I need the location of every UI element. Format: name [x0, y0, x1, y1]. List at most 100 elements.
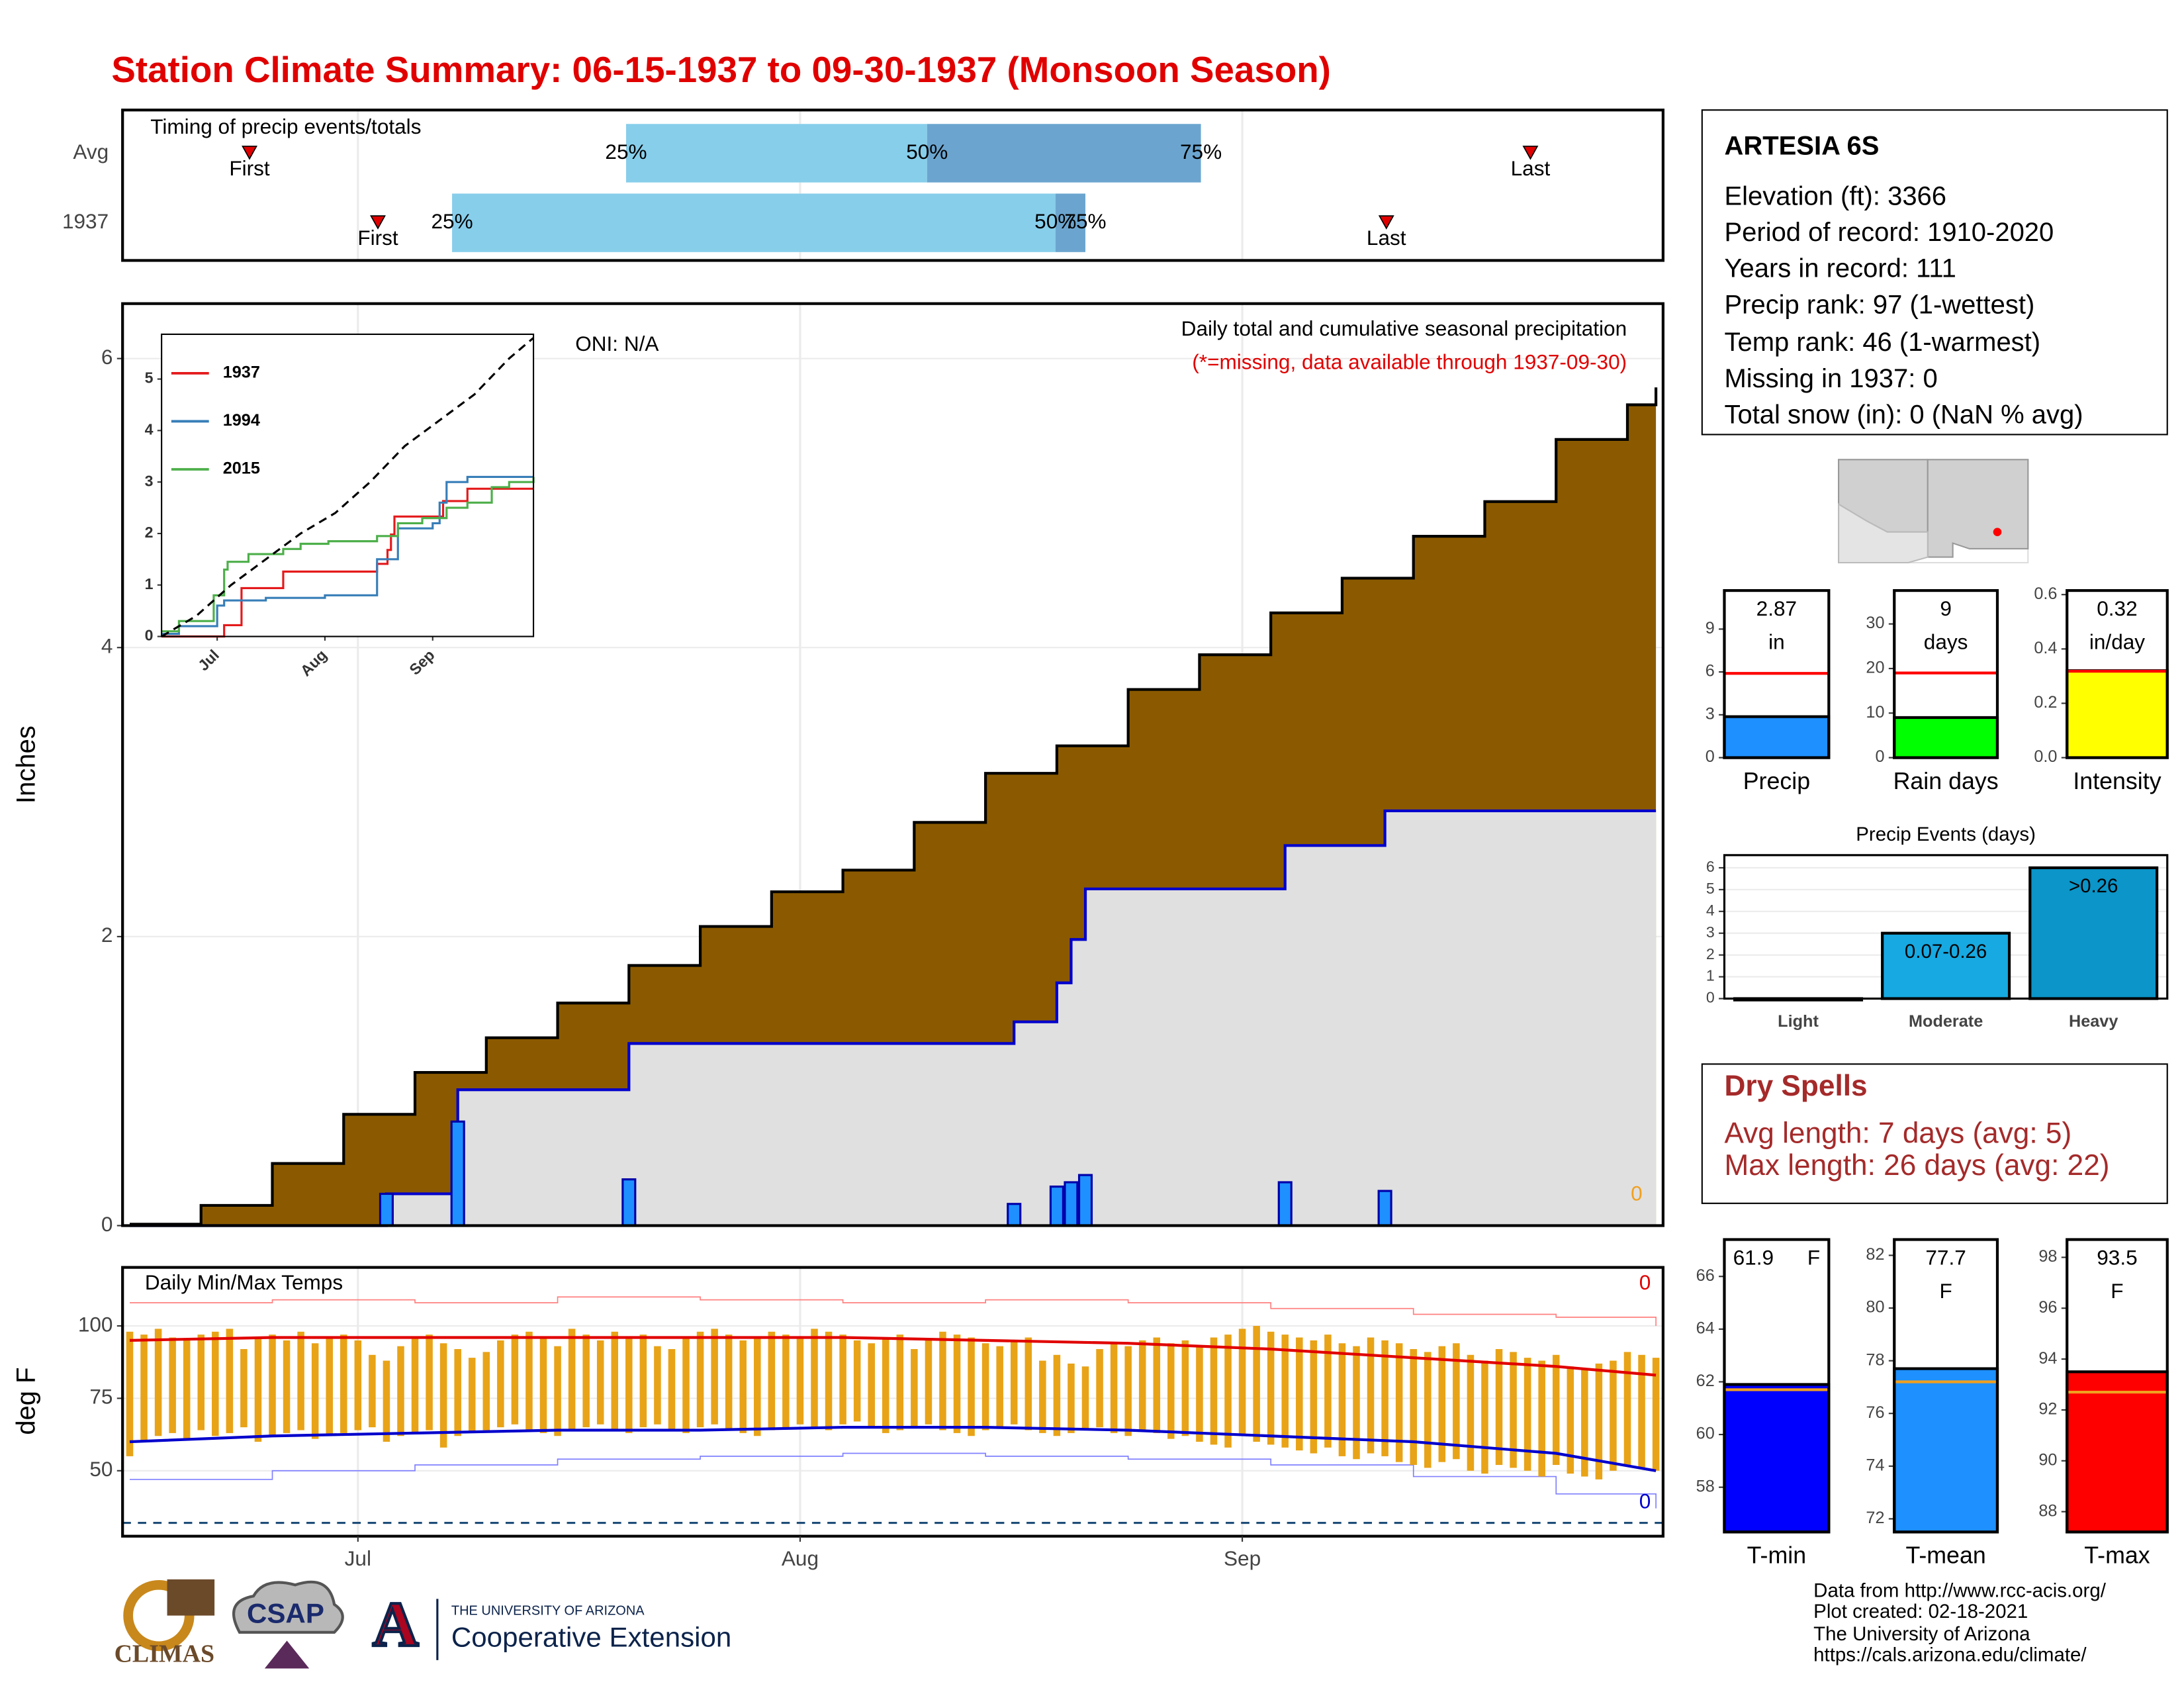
- temp-bar: [1610, 1360, 1617, 1471]
- temp-bar: [953, 1335, 961, 1433]
- y-tick-label: 74: [1866, 1456, 1884, 1475]
- station-dot: [1993, 528, 2002, 537]
- y-tick-label: 2: [145, 524, 154, 541]
- legend-label: 1937: [223, 363, 260, 382]
- temp-bar: [611, 1331, 619, 1430]
- temp-bar: [226, 1329, 234, 1433]
- y-tick-label: 20: [1866, 659, 1884, 677]
- category-label: Rain days: [1893, 768, 1999, 794]
- temp-bar: [1096, 1348, 1103, 1428]
- y-tick-label: 4: [145, 421, 154, 438]
- value-label: 93.5 F: [2097, 1246, 2138, 1304]
- temp-bar: [1068, 1363, 1075, 1433]
- temp-bar: [539, 1337, 547, 1433]
- daily-bar: [379, 1192, 394, 1227]
- map-state: [1927, 459, 2029, 558]
- temp-bar: [326, 1337, 333, 1436]
- station-line: Temp rank: 46 (1-warmest): [1724, 328, 2040, 357]
- temp-bar: [197, 1335, 205, 1430]
- max-count: 0: [1639, 1270, 1651, 1294]
- station-line: Precip rank: 97 (1-wettest): [1724, 290, 2034, 319]
- value-label-box: 9 days: [1924, 598, 1968, 655]
- season-area: [129, 810, 1657, 1226]
- y-tick-label: 4: [1706, 902, 1715, 919]
- temp-bar: [1181, 1340, 1189, 1436]
- credit-line: https://cals.arizona.edu/climate/: [1813, 1644, 2087, 1665]
- temp-bar: [126, 1331, 134, 1456]
- temp-bar: [1495, 1348, 1503, 1466]
- annotation: ONI: N/A: [575, 332, 659, 355]
- temp-bar: [1438, 1346, 1446, 1462]
- y-tick-label: 76: [1866, 1403, 1884, 1422]
- y-tick-label: 4: [101, 634, 113, 658]
- panel-title: Daily total and cumulative seasonal prec…: [1181, 316, 1627, 340]
- record-line: [129, 1452, 1657, 1509]
- y-tick-label: 0.0: [2034, 747, 2057, 766]
- csap-logo: CSAP: [232, 1580, 344, 1669]
- x-tick-label: Jul: [345, 1546, 371, 1570]
- category-label: T-max: [2084, 1542, 2150, 1569]
- y-tick-label: 90: [2038, 1450, 2057, 1469]
- quartile-bar: [452, 193, 1056, 252]
- temp-bar: [525, 1331, 533, 1430]
- temp-bar: [568, 1329, 576, 1430]
- y-tick-label: 64: [1696, 1319, 1715, 1338]
- locator-map: [1838, 459, 2029, 564]
- min-count: 0: [1639, 1489, 1651, 1513]
- temp-bar: [596, 1340, 604, 1425]
- gauge-bar: [2066, 669, 2169, 759]
- temp-bar: [154, 1329, 162, 1436]
- temp-bar: [1524, 1358, 1531, 1471]
- temp-bar: [853, 1340, 861, 1422]
- temp-bar: [711, 1329, 718, 1425]
- average-line: [129, 1336, 1657, 1377]
- temp-bar: [468, 1358, 476, 1433]
- event-label: First: [357, 226, 398, 250]
- quartile-label: 25%: [431, 209, 473, 233]
- temp-bar: [925, 1340, 933, 1425]
- map-region: [1838, 502, 1929, 564]
- temp-bar: [1267, 1331, 1275, 1445]
- temp-bar: [1538, 1360, 1545, 1477]
- dry-spells-box: [1701, 1063, 2168, 1204]
- temp-bar: [1453, 1343, 1460, 1460]
- logo-text: A: [373, 1589, 419, 1660]
- temp-bar: [968, 1337, 975, 1436]
- panel-frame: [2066, 588, 2169, 759]
- daily-bar: [450, 1120, 465, 1227]
- x-tick-label: Moderate: [1909, 1012, 1983, 1031]
- y-tick-label: 0: [1706, 989, 1715, 1006]
- temp-bar: [1238, 1329, 1246, 1436]
- temp-bar: [1296, 1337, 1303, 1451]
- y-tick-label: 6: [1706, 662, 1715, 680]
- temp-bar: [739, 1340, 747, 1433]
- daily-bar: [1377, 1190, 1392, 1227]
- logo-text: CSAP: [247, 1598, 324, 1629]
- category-label: Precip: [1743, 768, 1810, 794]
- temp-bar: [426, 1335, 433, 1430]
- temp-bar: [1567, 1366, 1574, 1474]
- quartile-label: 75%: [1064, 209, 1106, 233]
- legend-label: 1994: [223, 411, 260, 430]
- event-marker: [1522, 146, 1539, 160]
- panel-frame: [121, 302, 1664, 1227]
- value-label-box: 93.5 F: [2097, 1246, 2138, 1304]
- y-tick-label: 1: [145, 575, 154, 592]
- y-tick-label: 9: [1706, 619, 1715, 637]
- quartile-bar: [1055, 193, 1086, 252]
- temp-bar: [1253, 1325, 1260, 1442]
- y-tick-label: 2: [101, 923, 113, 947]
- row-label: 1937: [62, 209, 109, 233]
- temp-bar: [1053, 1354, 1061, 1436]
- daily-bar: [1077, 1174, 1093, 1227]
- y-tick-label: 5: [1706, 880, 1715, 897]
- y-tick-label: 80: [1866, 1298, 1884, 1317]
- y-tick-label: 82: [1866, 1245, 1884, 1264]
- temp-bar: [768, 1331, 776, 1430]
- panel-frame: [2066, 1238, 2169, 1534]
- station-line: Elevation (ft): 3366: [1724, 181, 1946, 211]
- credit-line: Data from http://www.rcc-acis.org/: [1813, 1580, 2107, 1602]
- logo-shape: [167, 1579, 215, 1616]
